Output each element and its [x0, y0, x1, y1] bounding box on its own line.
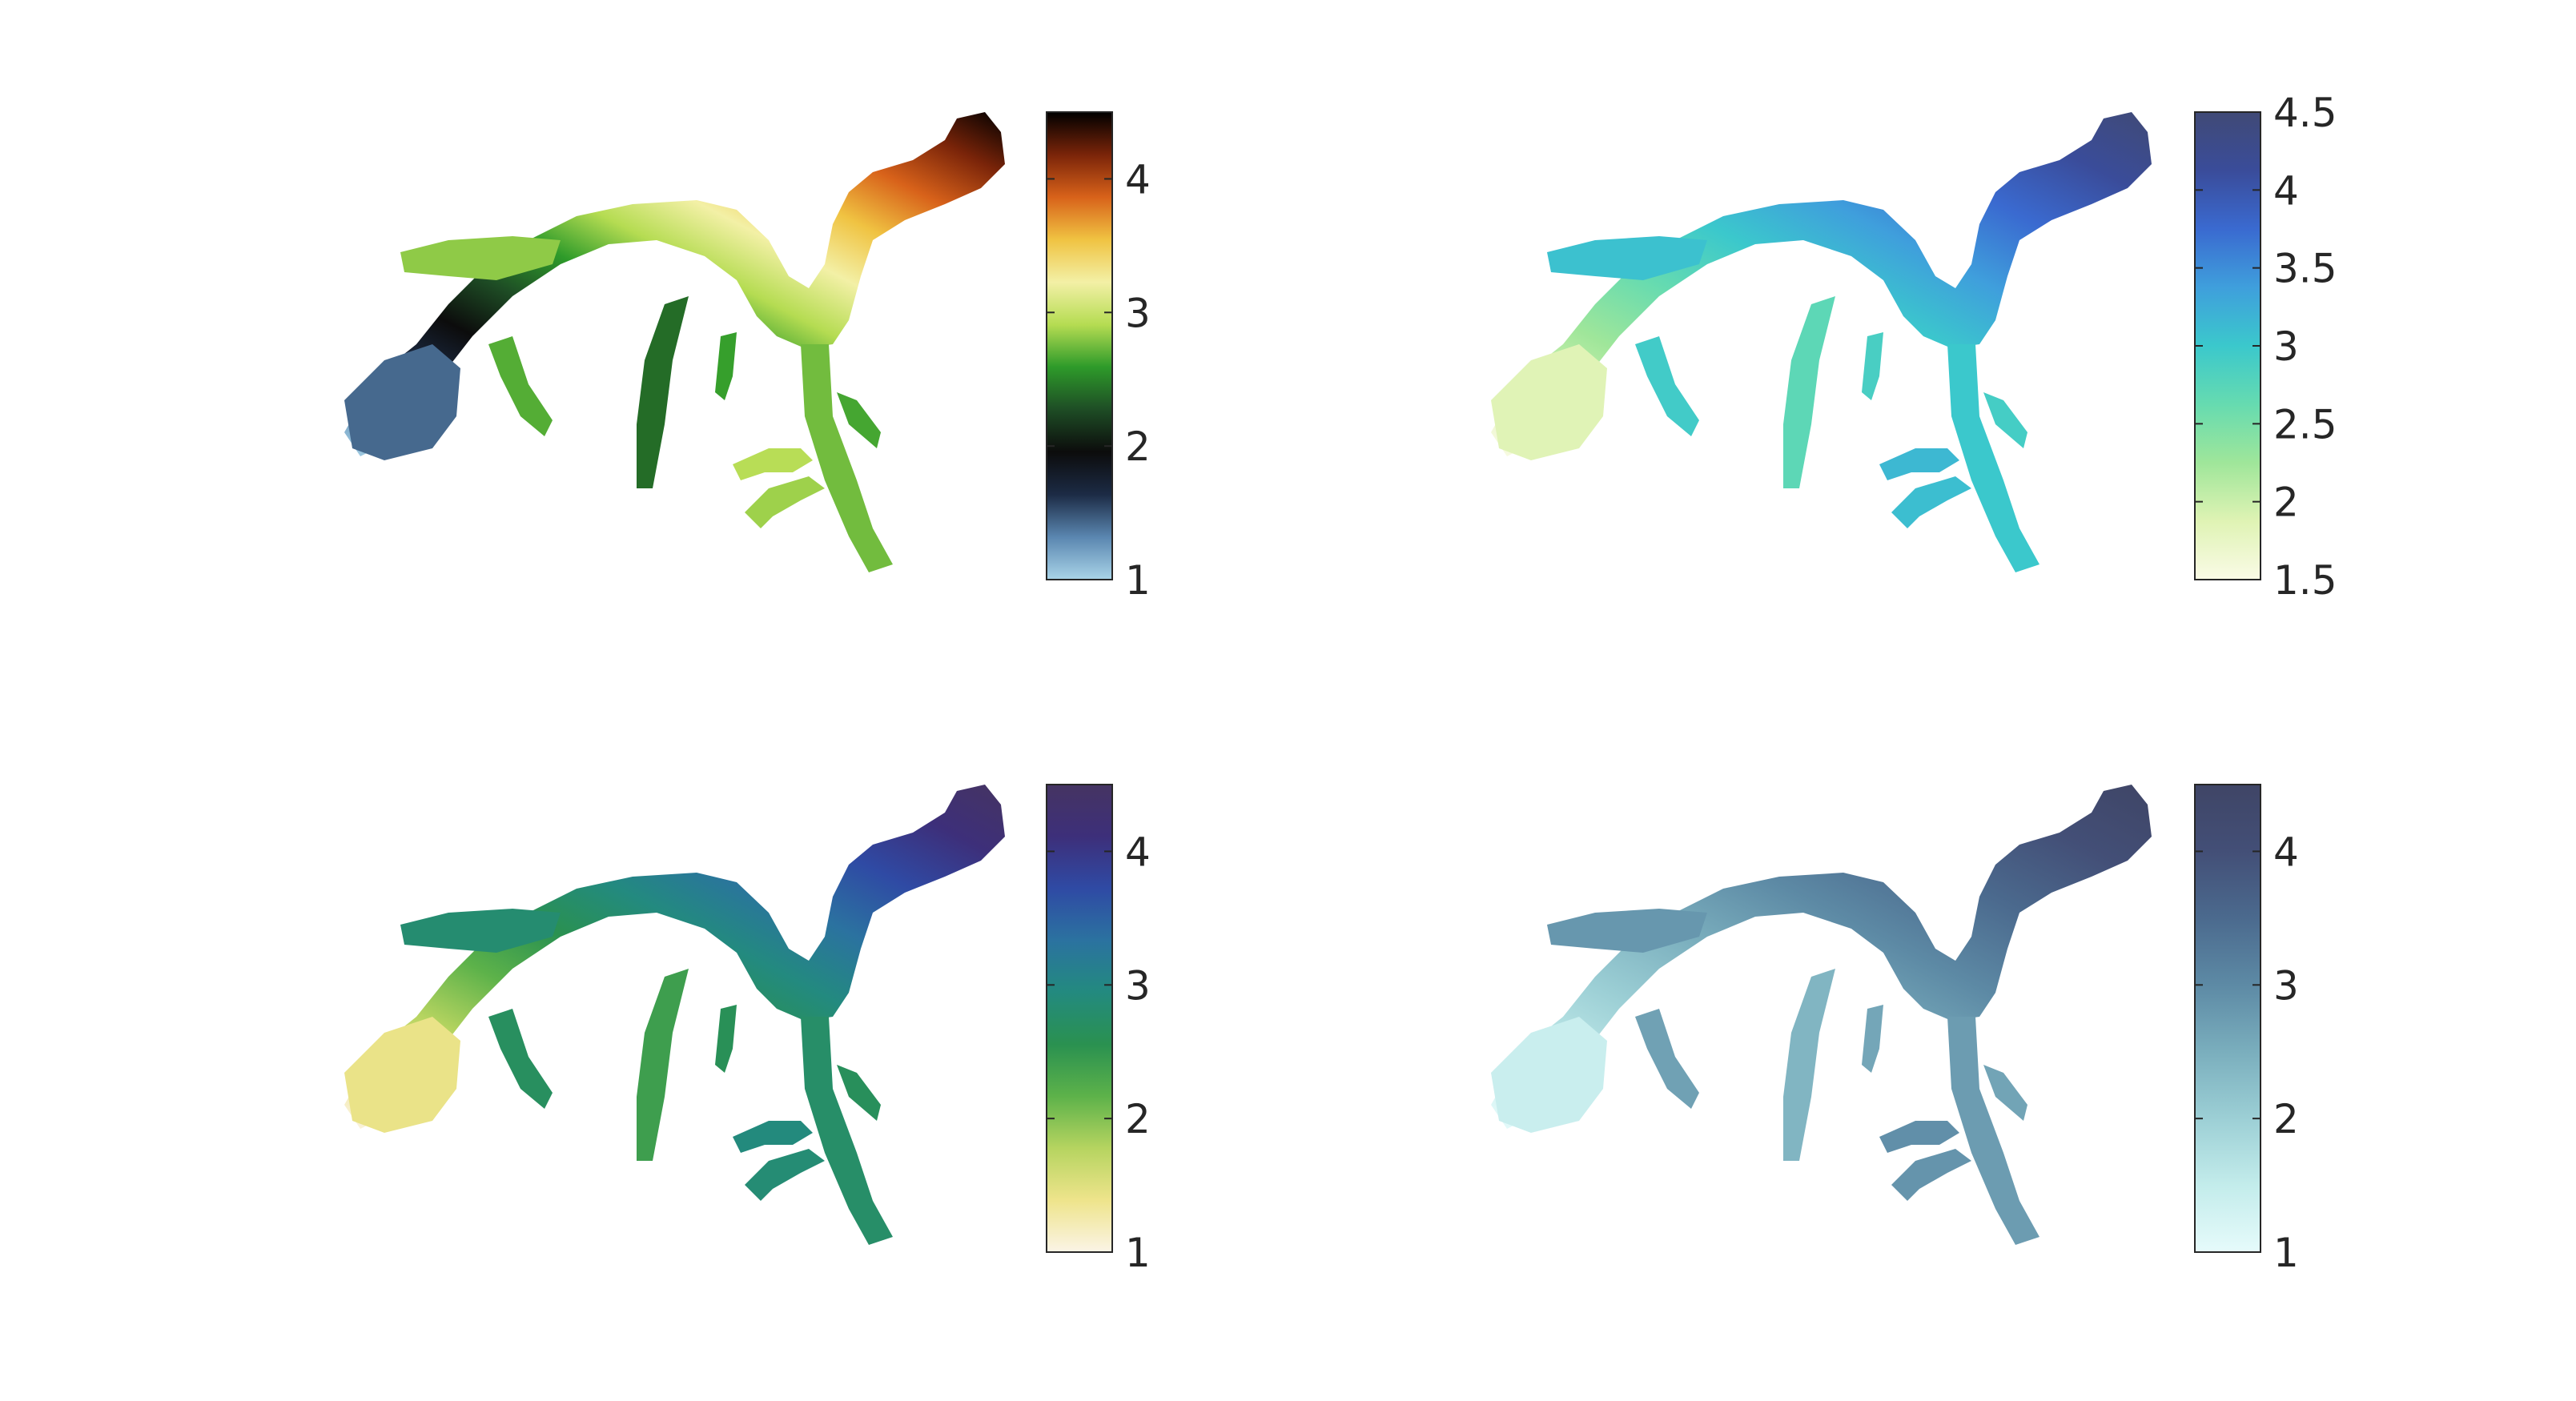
glacier-region-4 [1635, 1009, 1699, 1109]
glacier-region-3 [1491, 1017, 1607, 1133]
colorbar-tick-label: 3 [2273, 962, 2299, 1009]
colorbar-tick-label: 3.5 [2273, 246, 2337, 292]
glacier-region-4 [488, 336, 553, 436]
colorbar-tick-label: 3 [1125, 290, 1151, 336]
glacier-map-2 [1491, 112, 2152, 572]
colorbar-tick-label: 2 [2273, 480, 2299, 526]
glacier-region-2 [1547, 236, 1707, 280]
colorbar-tick-label: 4.5 [2273, 90, 2337, 136]
glacier-region-6 [1862, 332, 1883, 400]
glacier-region-1 [1491, 112, 2152, 456]
glacier-region-4 [488, 1009, 553, 1109]
glacier-region-5 [1783, 969, 1835, 1161]
glacier-region-7 [801, 1017, 893, 1245]
glacier-region-5 [637, 296, 689, 488]
panel-1: 1 2 3 4 [344, 111, 1151, 604]
colorbar-tick-label: 4 [1125, 829, 1151, 875]
glacier-region-7 [1947, 344, 2040, 572]
glacier-region-1 [344, 785, 1005, 1129]
glacier-region-8 [1983, 1065, 2027, 1121]
glacier-map-3 [344, 785, 1005, 1245]
colorbar-tick-label: 2 [2273, 1096, 2299, 1142]
glacier-region-8 [1983, 392, 2027, 448]
colorbar-tick-label: 4 [2273, 829, 2299, 875]
colorbar-tick-label: 1 [1125, 1230, 1151, 1276]
glacier-region-8 [837, 392, 881, 448]
glacier-region-8 [837, 1065, 881, 1121]
colorbar-tick-label: 4 [2273, 167, 2299, 214]
colorbar-tick-label: 1 [2273, 1230, 2299, 1276]
glacier-region-10 [1891, 1149, 1971, 1201]
glacier-region-5 [1783, 296, 1835, 488]
colorbar-tick-label: 1.5 [2273, 557, 2337, 604]
glacier-region-1 [344, 112, 1005, 456]
glacier-region-5 [637, 969, 689, 1161]
glacier-region-2 [400, 909, 561, 953]
glacier-region-10 [1891, 476, 1971, 528]
glacier-region-9 [733, 1121, 813, 1153]
glacier-region-1 [1491, 785, 2152, 1129]
colorbar-tick-label: 2 [1125, 1096, 1151, 1142]
glacier-map-4 [1491, 785, 2152, 1245]
colorbar-1 [1046, 111, 1113, 580]
panel-3: 1 2 3 4 [344, 784, 1151, 1276]
colorbar-tick-label: 1 [1125, 557, 1151, 604]
glacier-region-3 [1491, 344, 1607, 460]
colorbar-tick-label: 3 [1125, 962, 1151, 1009]
colorbar-4 [2194, 784, 2261, 1253]
glacier-region-3 [344, 1017, 460, 1133]
glacier-region-10 [745, 1149, 825, 1201]
glacier-region-9 [733, 448, 813, 480]
glacier-region-6 [1862, 1005, 1883, 1073]
colorbar-tick-label: 4 [1125, 156, 1151, 203]
glacier-region-4 [1635, 336, 1699, 436]
colorbar-3 [1046, 784, 1113, 1253]
glacier-map-1 [344, 112, 1005, 572]
glacier-region-2 [1547, 909, 1707, 953]
glacier-region-6 [715, 1005, 737, 1073]
panel-4: 1 2 3 4 [1491, 784, 2299, 1276]
glacier-region-9 [1879, 448, 1959, 480]
colorbar-tick-label: 3 [2273, 323, 2299, 370]
colorbar-tick-label: 2.5 [2273, 401, 2337, 448]
panel-2: 1.5 2 2.5 3 3.5 4 4.5 [1491, 90, 2337, 604]
glacier-region-3 [344, 344, 460, 460]
glacier-region-7 [1947, 1017, 2040, 1245]
glacier-region-10 [745, 476, 825, 528]
glacier-region-2 [400, 236, 561, 280]
glacier-region-9 [1879, 1121, 1959, 1153]
colorbar-tick-label: 2 [1125, 424, 1151, 470]
colorbar-2 [2194, 111, 2261, 580]
glacier-region-6 [715, 332, 737, 400]
glacier-region-7 [801, 344, 893, 572]
